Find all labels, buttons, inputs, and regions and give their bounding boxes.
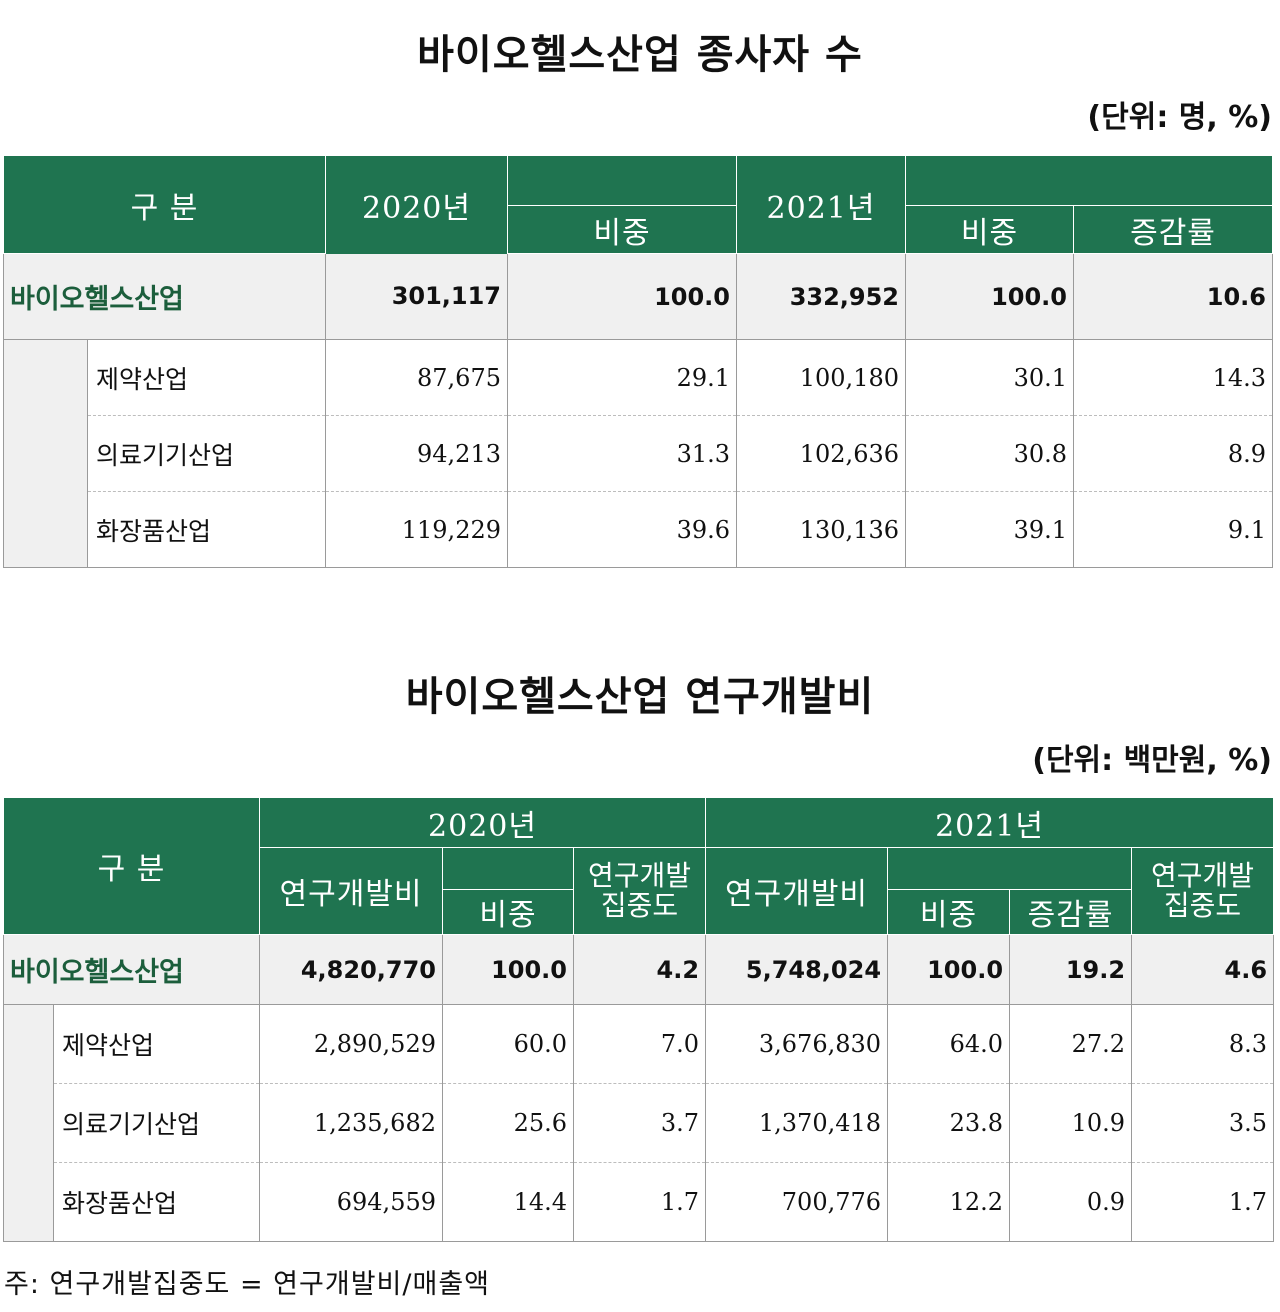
- cell: 10.6: [1073, 253, 1273, 340]
- cell: 4.6: [1131, 934, 1275, 1005]
- table-row: 제약산업 87,675 29.1 100,180 30.1 14.3: [3, 339, 1273, 568]
- cell: 27.2: [1009, 1004, 1133, 1084]
- cell: 12.2: [887, 1162, 1011, 1242]
- header-2021: 2021년: [736, 155, 906, 254]
- table-row: 화장품산업 119,229 39.6 130,136 39.1 9.1: [4, 491, 1273, 568]
- cell: 100.0: [442, 934, 574, 1005]
- cell: 1,235,682: [259, 1083, 443, 1163]
- cell: 102,636: [736, 415, 906, 492]
- row-label: 제약산업: [53, 1004, 260, 1084]
- cell: 3.7: [572, 1083, 707, 1163]
- cell: 100,180: [736, 339, 906, 416]
- cell: 700,776: [705, 1162, 889, 1242]
- cell: 25.6: [442, 1083, 574, 1163]
- row-label: 화장품산업: [53, 1162, 260, 1242]
- header-2020: 2020년: [258, 797, 707, 848]
- row-label: 화장품산업: [87, 491, 326, 568]
- header-2020: 2020년: [325, 155, 508, 254]
- header-share-2021: 비중: [905, 205, 1074, 254]
- footnote: 주: 연구개발집중도 = 연구개발비/매출액: [4, 1269, 491, 1300]
- cell: 30.8: [905, 415, 1074, 492]
- indent-cell: [3, 1004, 54, 1242]
- header-2021: 2021년: [705, 797, 1275, 848]
- cell: 7.0: [572, 1004, 707, 1084]
- cell: 301,117: [325, 253, 508, 340]
- header-intensity-2021: 연구개발 집중도: [1131, 847, 1275, 935]
- cell: 119,229: [325, 491, 508, 568]
- header-blank: [887, 847, 1133, 890]
- header-growth-2021: 증감률: [1073, 205, 1273, 254]
- header-blank: [442, 847, 574, 890]
- cell: 8.9: [1073, 415, 1273, 492]
- header-2021-blank: [905, 155, 1273, 206]
- employees-table: 구 분 2020년 2021년 비중 비중 증감률 바이오헬스산업 301,11…: [3, 155, 1273, 568]
- header-growth-2021: 증감률: [1009, 889, 1133, 935]
- cell: 19.2: [1009, 934, 1133, 1005]
- cell: 14.4: [442, 1162, 574, 1242]
- cell: 3.5: [1131, 1083, 1275, 1163]
- cell: 30.1: [905, 339, 1074, 416]
- table1-unit: (단위: 명, %): [1087, 100, 1272, 135]
- header-category: 구 분: [3, 155, 326, 254]
- cell: 1.7: [572, 1162, 707, 1242]
- cell: 39.1: [905, 491, 1074, 568]
- cell: 0.9: [1009, 1162, 1133, 1242]
- cell: 100.0: [887, 934, 1011, 1005]
- cell: 10.9: [1009, 1083, 1133, 1163]
- table-row-total: 바이오헬스산업 4,820,770 100.0 4.2 5,748,024 10…: [3, 934, 1275, 1005]
- cell: 4.2: [572, 934, 707, 1005]
- header-2020-blank: [507, 155, 737, 206]
- header-share-2021: 비중: [887, 889, 1011, 935]
- cell: 23.8: [887, 1083, 1011, 1163]
- cell: 9.1: [1073, 491, 1273, 568]
- table2-title: 바이오헬스산업 연구개발비: [405, 674, 875, 720]
- table1-title: 바이오헬스산업 종사자 수: [417, 32, 863, 78]
- row-label: 바이오헬스산업: [3, 253, 326, 340]
- cell: 4,820,770: [259, 934, 443, 1005]
- row-label: 제약산업: [87, 339, 326, 416]
- cell: 8.3: [1131, 1004, 1275, 1084]
- header-rd-2020: 연구개발비: [259, 847, 443, 935]
- cell: 3,676,830: [705, 1004, 889, 1084]
- cell: 130,136: [736, 491, 906, 568]
- rd-table: 구 분 2020년 2021년 연구개발비 연구개발 집중도 연구개발비 연구개…: [3, 797, 1275, 1242]
- cell: 29.1: [507, 339, 737, 416]
- table-row-total: 바이오헬스산업 301,117 100.0 332,952 100.0 10.6: [3, 253, 1273, 340]
- table-row: 화장품산업 694,559 14.4 1.7 700,776 12.2 0.9 …: [4, 1162, 1275, 1242]
- table-row: 제약산업 2,890,529 60.0 7.0 3,676,830 64.0 2…: [3, 1004, 1275, 1242]
- cell: 14.3: [1073, 339, 1273, 416]
- table-row: 의료기기산업 1,235,682 25.6 3.7 1,370,418 23.8…: [4, 1083, 1275, 1163]
- row-label: 의료기기산업: [87, 415, 326, 492]
- header-intensity-2020: 연구개발 집중도: [572, 847, 707, 935]
- cell: 64.0: [887, 1004, 1011, 1084]
- cell: 60.0: [442, 1004, 574, 1084]
- row-label: 의료기기산업: [53, 1083, 260, 1163]
- cell: 2,890,529: [259, 1004, 443, 1084]
- cell: 39.6: [507, 491, 737, 568]
- cell: 1.7: [1131, 1162, 1275, 1242]
- table2-unit: (단위: 백만원, %): [1032, 743, 1272, 778]
- cell: 1,370,418: [705, 1083, 889, 1163]
- cell: 94,213: [325, 415, 508, 492]
- header-share-2020: 비중: [442, 889, 574, 935]
- cell: 100.0: [905, 253, 1074, 340]
- cell: 31.3: [507, 415, 737, 492]
- header-rd-2021: 연구개발비: [705, 847, 889, 935]
- cell: 332,952: [736, 253, 906, 340]
- row-label: 바이오헬스산업: [3, 934, 260, 1005]
- header-category: 구 분: [3, 797, 260, 935]
- cell: 694,559: [259, 1162, 443, 1242]
- cell: 5,748,024: [705, 934, 889, 1005]
- table-row: 의료기기산업 94,213 31.3 102,636 30.8 8.9: [4, 415, 1273, 492]
- cell: 87,675: [325, 339, 508, 416]
- cell: 100.0: [507, 253, 737, 340]
- header-share-2020: 비중: [507, 205, 737, 254]
- indent-cell: [3, 339, 88, 568]
